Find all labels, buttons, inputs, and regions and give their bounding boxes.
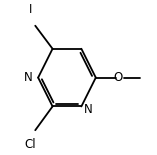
Text: N: N	[84, 103, 92, 116]
Text: I: I	[29, 3, 32, 16]
Text: N: N	[24, 71, 32, 84]
Text: O: O	[114, 71, 123, 84]
Text: Cl: Cl	[24, 138, 36, 151]
